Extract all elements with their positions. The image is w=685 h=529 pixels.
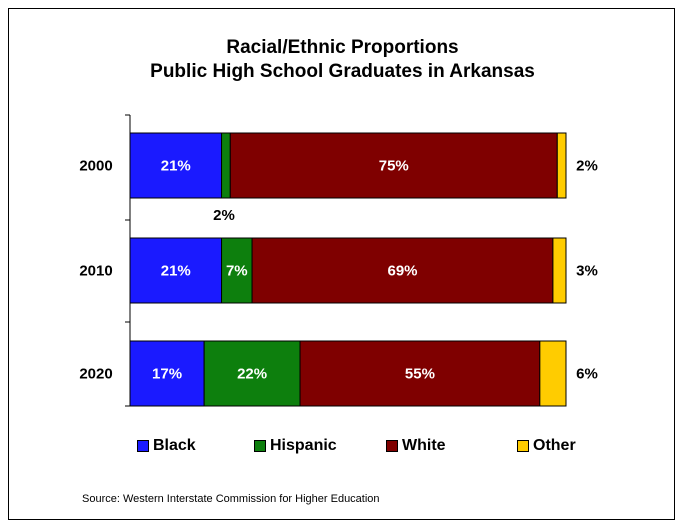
category-label-2020: 2020 — [79, 366, 112, 383]
bar-segment-hispanic-2000 — [221, 132, 231, 199]
data-label-other-2000: 2% — [576, 158, 598, 175]
legend-item-hispanic: Hispanic — [254, 437, 337, 455]
category-label-2000: 2000 — [79, 158, 112, 175]
data-label-hispanic-2000: 2% — [213, 207, 235, 224]
legend-label-black: Black — [153, 437, 196, 454]
chart-title: Racial/Ethnic Proportions — [226, 37, 459, 58]
data-label-white-2010: 69% — [387, 263, 417, 280]
data-label-black-2020: 17% — [152, 366, 182, 383]
bar-segment-other-2010 — [552, 237, 567, 304]
chart-legend: Black Hispanic White Other — [0, 437, 685, 459]
legend-swatch-white — [386, 440, 398, 452]
chart-frame — [8, 8, 675, 520]
bar-segment-black-2020 — [129, 340, 205, 407]
legend-item-other: Other — [517, 437, 576, 455]
category-label-2010: 2010 — [79, 263, 112, 280]
bar-segment-other-2000 — [556, 132, 567, 199]
bar-segment-black-2010 — [129, 237, 223, 304]
legend-swatch-black — [137, 440, 149, 452]
data-label-hispanic-2020: 22% — [237, 366, 267, 383]
data-label-black-2010: 21% — [161, 263, 191, 280]
legend-item-white: White — [386, 437, 446, 455]
bar-segment-white-2010 — [251, 237, 554, 304]
bar-segment-other-2020 — [539, 340, 567, 407]
legend-swatch-hispanic — [254, 440, 266, 452]
data-label-other-2020: 6% — [576, 366, 598, 383]
data-label-other-2010: 3% — [576, 263, 598, 280]
bar-segment-white-2020 — [299, 340, 541, 407]
bar-segment-black-2000 — [129, 132, 223, 199]
data-label-white-2000: 75% — [379, 158, 409, 175]
chart-subtitle: Public High School Graduates in Arkansas — [150, 61, 535, 82]
legend-item-black: Black — [137, 437, 196, 455]
bar-segment-hispanic-2020 — [203, 340, 301, 407]
legend-label-white: White — [402, 437, 446, 454]
legend-swatch-other — [517, 440, 529, 452]
legend-label-hispanic: Hispanic — [270, 437, 337, 454]
source-note: Source: Western Interstate Commission fo… — [82, 493, 380, 505]
data-label-hispanic-2010: 7% — [226, 263, 248, 280]
bar-segment-white-2000 — [229, 132, 558, 199]
data-label-white-2020: 55% — [405, 366, 435, 383]
data-label-black-2000: 21% — [161, 158, 191, 175]
legend-label-other: Other — [533, 437, 576, 454]
bar-segment-hispanic-2010 — [221, 237, 253, 304]
